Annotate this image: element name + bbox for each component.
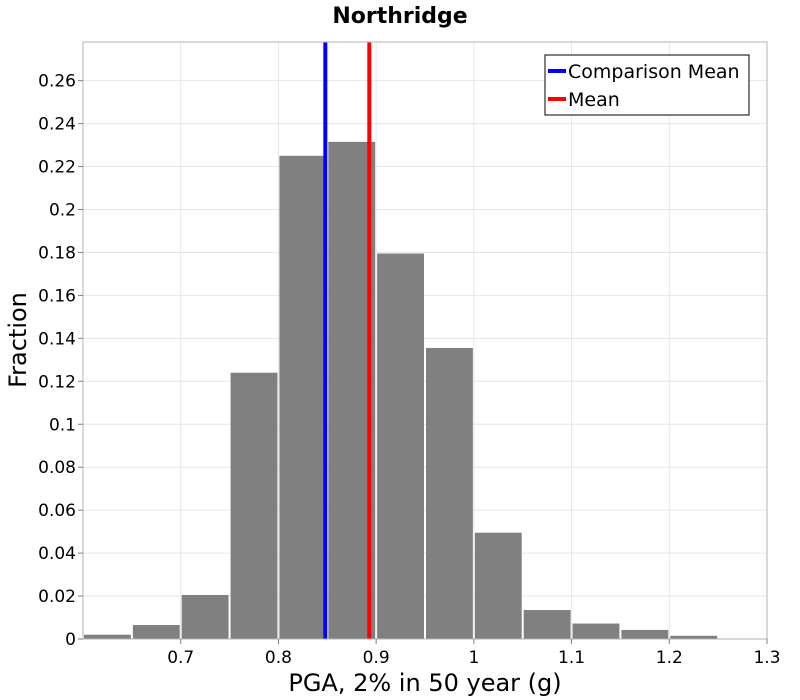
- legend-label-mean: Mean: [568, 89, 620, 111]
- x-tick-label: 1.2: [656, 648, 683, 668]
- histogram-bar: [474, 532, 522, 639]
- y-axis-ticks: 0 0.02 0.04 0.06 0.08 0.1 0.12 0.14 0.16 0.18 0.2 0…: [38, 72, 83, 650]
- y-tick-label: 0.12: [38, 372, 76, 392]
- mean-lines: [323, 42, 372, 639]
- histogram-bar: [181, 594, 229, 639]
- y-tick-label: 0.26: [38, 72, 76, 92]
- x-tick-label: 1.3: [753, 648, 780, 668]
- histogram-bar: [523, 610, 571, 639]
- y-tick-label: 0.14: [38, 329, 76, 349]
- x-tick-label: 0.7: [167, 648, 194, 668]
- x-axis-label: PGA, 2% in 50 year (g): [288, 669, 561, 697]
- y-tick-label: 0.22: [38, 158, 76, 178]
- histogram-bar: [84, 634, 131, 639]
- histogram-bar: [621, 629, 669, 639]
- histogram-bar: [132, 625, 180, 639]
- histogram-bar: [426, 348, 473, 639]
- histogram-bar: [279, 155, 327, 640]
- x-tick-label: 0.8: [265, 648, 292, 668]
- chart-title: Northridge: [332, 4, 467, 29]
- x-tick-label: 1: [468, 648, 479, 668]
- y-tick-label: 0.24: [38, 115, 76, 135]
- histogram-bar: [230, 372, 278, 639]
- y-tick-label: 0.08: [38, 458, 76, 478]
- histogram-bar: [572, 623, 620, 639]
- histogram-bar: [377, 253, 424, 639]
- histogram-bars: [84, 141, 766, 640]
- y-tick-label: 0.06: [38, 501, 76, 521]
- y-tick-label: 0.18: [38, 243, 76, 263]
- y-tick-label: 0.2: [49, 201, 76, 221]
- x-tick-label: 0.9: [363, 648, 390, 668]
- y-tick-label: 0: [65, 630, 76, 650]
- histogram-bar: [670, 635, 718, 639]
- legend-box: [544, 54, 750, 116]
- grid-lines: [83, 42, 768, 640]
- y-tick-label: 0.04: [38, 544, 76, 564]
- y-tick-label: 0.16: [38, 286, 76, 306]
- y-tick-label: 0.1: [49, 415, 76, 435]
- y-tick-label: 0.02: [38, 587, 76, 607]
- legend: Comparison Mean Mean: [544, 54, 750, 116]
- x-axis-ticks: 0.7 0.8 0.9 1 1.1 1.2 1.3: [167, 639, 781, 668]
- plot-area-frame: [82, 41, 768, 640]
- legend-label-comparison-mean: Comparison Mean: [568, 61, 740, 83]
- y-axis-label: Fraction: [4, 292, 32, 388]
- x-tick-label: 1.1: [558, 648, 585, 668]
